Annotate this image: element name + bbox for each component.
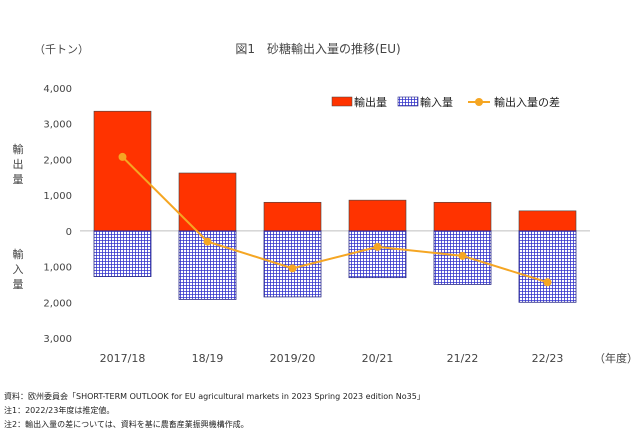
difference-point: [118, 152, 127, 161]
chart-title: 図1 砂糖輸出入量の推移(EU): [235, 41, 400, 56]
export-bar: [348, 199, 407, 232]
y-tick-label: 3,000: [43, 120, 72, 131]
difference-point: [288, 264, 297, 273]
y-axis-ticks: 4,000 3,000 2,000 1,000 0 1,000 2,000 3,000: [43, 84, 72, 345]
y-label-char: 量: [13, 173, 24, 186]
difference-line: [118, 152, 552, 287]
y-tick-label: 1,000: [43, 191, 72, 202]
import-bar: [348, 230, 407, 279]
legend-label-export: 輸出量: [354, 95, 387, 109]
difference-point: [543, 278, 552, 287]
legend: 輸出量 輸入量 輸出入量の差: [331, 95, 560, 109]
x-tick-label: 20/21: [362, 352, 394, 365]
y-tick-label: 2,000: [43, 155, 72, 166]
y-tick-label: 1,000: [43, 263, 72, 274]
note-2: 注2：輸出入量の差については、資料を基に農畜産業振興機構作成。: [4, 420, 249, 429]
y-tick-label: 2,000: [43, 298, 72, 309]
footnotes: 資料：欧州委員会「SHORT-TERM OUTLOOK for EU agric…: [4, 390, 425, 432]
legend-swatch-import: [397, 96, 419, 107]
x-tick-label: 18/19: [192, 352, 224, 365]
y-tick-label: 0: [66, 227, 72, 238]
y-label-char: 輸: [13, 142, 24, 156]
export-bar: [93, 110, 152, 232]
legend-swatch-export: [331, 96, 353, 107]
difference-point: [458, 251, 467, 260]
x-tick-label: 21/22: [447, 352, 479, 365]
export-bar: [263, 201, 322, 232]
y-label-char: 量: [13, 278, 24, 291]
bars: [93, 110, 577, 303]
y-label-char: 輸: [13, 247, 24, 261]
export-bar: [433, 201, 492, 232]
legend-swatch-diff-marker: [475, 98, 483, 106]
difference-point: [203, 237, 212, 246]
unit-label: （千トン）: [34, 43, 89, 56]
import-bar: [518, 230, 577, 303]
y-label-import: 輸入量: [13, 247, 24, 291]
x-tick-label: 2019/20: [270, 352, 316, 365]
y-label-char: 入: [13, 263, 24, 276]
note-1: 注1：2022/23年度は推定値。: [4, 406, 115, 415]
legend-label-diff: 輸出入量の差: [494, 95, 560, 109]
source-note: 資料：欧州委員会「SHORT-TERM OUTLOOK for EU agric…: [4, 392, 425, 401]
y-tick-label: 3,000: [43, 334, 72, 345]
import-bar: [93, 230, 152, 277]
y-label-export: 輸出量: [13, 142, 24, 186]
export-bar: [518, 210, 577, 232]
y-tick-label: 4,000: [43, 84, 72, 95]
y-label-char: 出: [13, 157, 24, 171]
x-tick-label: 2017/18: [100, 352, 146, 365]
chart-canvas: 図1 砂糖輸出入量の推移(EU) （千トン） （年度） 輸出量 輸入量 4,00…: [13, 41, 639, 365]
legend-label-import: 輸入量: [420, 95, 453, 109]
difference-polyline: [121, 156, 548, 284]
x-tick-label: 22/23: [532, 352, 564, 365]
difference-point: [373, 242, 382, 251]
x-axis-suffix: （年度）: [594, 351, 638, 365]
x-axis-labels: 2017/18 18/19 2019/20 20/21 21/22 22/23: [100, 352, 564, 365]
